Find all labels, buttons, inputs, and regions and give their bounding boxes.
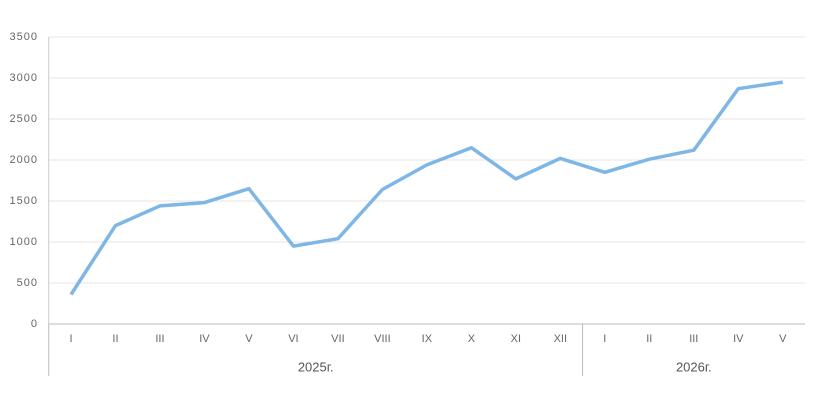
x-tick-label: VI xyxy=(288,333,298,345)
x-tick-label: IV xyxy=(199,333,210,345)
y-tick-label: 2000 xyxy=(10,154,38,166)
x-tick-label: VIII xyxy=(374,333,391,345)
group-label: 2026г. xyxy=(676,359,712,374)
x-tick-label: IV xyxy=(733,333,744,345)
y-tick-label: 2500 xyxy=(10,113,38,125)
x-tick-label: II xyxy=(112,333,118,345)
y-tick-label: 3000 xyxy=(10,72,38,84)
x-tick-label: VII xyxy=(331,333,344,345)
x-tick-label: XII xyxy=(554,333,567,345)
x-tick-label: X xyxy=(468,333,476,345)
x-tick-label: V xyxy=(245,333,253,345)
x-tick-label: III xyxy=(155,333,164,345)
y-tick-label: 1000 xyxy=(10,236,38,248)
x-tick-label: III xyxy=(689,333,698,345)
x-tick-label: IX xyxy=(422,333,433,345)
x-tick-label: I xyxy=(603,333,606,345)
x-tick-label: II xyxy=(646,333,652,345)
y-tick-label: 1500 xyxy=(10,195,38,207)
y-tick-label: 0 xyxy=(31,318,38,330)
line-series xyxy=(69,80,784,296)
x-tick-label: I xyxy=(69,333,72,345)
x-tick-label: V xyxy=(779,333,787,345)
x-tick-label: XI xyxy=(511,333,521,345)
y-tick-label: 500 xyxy=(17,277,38,289)
y-tick-label: 3500 xyxy=(10,31,38,43)
group-label: 2025г. xyxy=(298,359,334,374)
